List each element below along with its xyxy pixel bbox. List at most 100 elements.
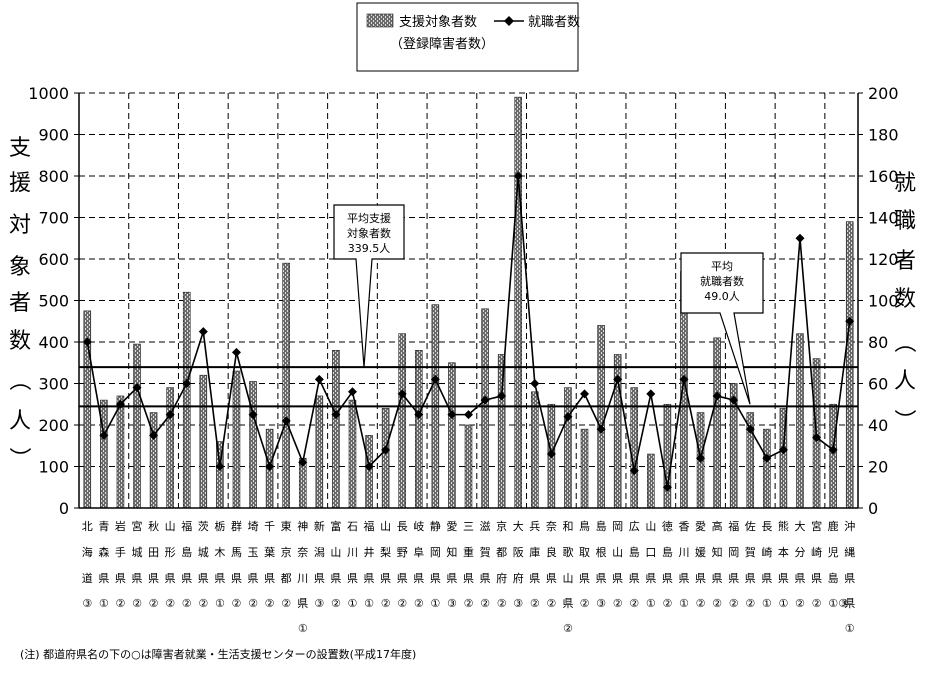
category-char-愛媛県: 媛 <box>695 545 706 559</box>
category-char-群馬県: ② <box>232 597 242 610</box>
category-char-富山県: ② <box>331 597 341 610</box>
category-char-茨城県: 城 <box>198 546 209 559</box>
category-char-静岡県: 静 <box>430 519 441 533</box>
category-char-京都府: ② <box>497 597 507 610</box>
category-char-香川県: ① <box>679 597 689 610</box>
category-char-福島県: 福 <box>181 519 192 533</box>
category-char-兵庫県: 兵 <box>529 520 540 533</box>
category-char-福岡県: 県 <box>728 572 739 585</box>
category-char-茨城県: ② <box>198 597 208 610</box>
category-char-鹿児島県: 児 <box>828 546 839 559</box>
category-char-広島県: 島 <box>629 545 640 559</box>
category-char-神奈川県: 川 <box>297 572 308 585</box>
category-char-京都府: 京 <box>496 519 507 533</box>
category-char-新潟県: ③ <box>314 597 324 610</box>
category-char-岐阜県: 岐 <box>413 520 424 533</box>
category-char-徳島県: 県 <box>662 572 673 585</box>
category-char-三重県: ② <box>464 597 474 610</box>
point-香川県 <box>679 374 689 384</box>
point-茨城県 <box>198 327 208 337</box>
legend-box <box>356 2 579 72</box>
category-char-山形県: ② <box>165 597 175 610</box>
point-広島県 <box>629 466 639 476</box>
axis-labels: 支援対象者数（人）就職者数（人） <box>6 136 916 469</box>
category-char-島根県: 島 <box>596 519 607 533</box>
category-char-鳥取県: 県 <box>579 572 590 585</box>
category-char-東京都: ② <box>281 597 291 610</box>
category-char-愛知県: 愛 <box>446 520 457 533</box>
point-奈良県 <box>546 449 556 459</box>
y2label-char: （ <box>891 331 916 353</box>
category-char-鹿児島県-extra: ③ <box>838 597 848 610</box>
category-char-島根県: 根 <box>596 545 607 559</box>
category-char-山梨県: 梨 <box>380 545 391 559</box>
category-char-宮崎県: ② <box>812 597 822 610</box>
tick-label-left: 1000 <box>28 84 69 103</box>
callout-support-line1: 平均支援 <box>347 211 391 225</box>
category-char-島根県: 県 <box>596 572 607 585</box>
category-char-岐阜県: ② <box>414 597 424 610</box>
ylabel-char: 者 <box>9 291 31 316</box>
category-char-徳島県: ② <box>662 597 672 610</box>
category-char-和歌山県: ② <box>563 622 573 635</box>
bar-滋賀県 <box>481 308 489 509</box>
point-群馬県 <box>231 347 241 357</box>
category-char-石川県: 川 <box>347 546 358 559</box>
bar-長崎県 <box>763 428 771 509</box>
point-佐賀県 <box>745 424 755 434</box>
category-char-福島県: 島 <box>181 545 192 559</box>
point-高知県 <box>712 391 722 401</box>
category-char-山形県: 形 <box>165 546 176 559</box>
category-char-長野県: 長 <box>397 520 408 533</box>
point-愛媛県 <box>696 453 706 463</box>
category-char-北海道: 海 <box>82 545 93 559</box>
category-char-群馬県: 群 <box>231 519 242 533</box>
category-char-滋賀県: 賀 <box>480 546 491 559</box>
tick-label-right: 140 <box>868 209 899 228</box>
bar-三重県 <box>464 424 473 509</box>
category-char-千葉県: 千 <box>264 520 275 533</box>
y2label-char: ） <box>891 409 916 431</box>
category-char-青森県: 県 <box>98 572 109 585</box>
tick-label-left: 400 <box>38 333 69 352</box>
category-char-東京都: 都 <box>281 572 292 585</box>
ylabel-char: ） <box>6 447 31 469</box>
tick-label-left: 100 <box>38 458 69 477</box>
bar-鳥取県 <box>580 428 589 509</box>
category-char-埼玉県: ② <box>248 597 258 610</box>
category-char-岩手県: 手 <box>115 545 126 559</box>
category-char-神奈川県: ① <box>298 622 308 635</box>
category-char-石川県: 県 <box>347 572 358 585</box>
category-char-岩手県: 県 <box>115 572 126 585</box>
average-lines <box>79 366 858 408</box>
bar-福島県 <box>182 291 191 509</box>
category-char-熊本県: 熊 <box>778 519 789 533</box>
category-char-沖縄県: 沖 <box>844 520 855 533</box>
legend-bar-swatch <box>366 13 394 28</box>
ylabel-char: 人 <box>9 409 31 434</box>
tick-label-right: 180 <box>868 126 899 145</box>
category-char-山形県: 山 <box>165 520 176 533</box>
category-char-福島県: ② <box>182 597 192 610</box>
ylabel-char: 数 <box>9 329 31 354</box>
category-char-三重県: 三 <box>463 520 474 533</box>
point-青森県 <box>99 430 109 440</box>
bar-岩手県 <box>116 395 125 509</box>
category-char-鹿児島県: ① <box>828 597 838 610</box>
point-福岡県 <box>729 395 739 405</box>
point-静岡県 <box>430 374 440 384</box>
category-char-宮崎県: 宮 <box>811 519 822 533</box>
category-char-熊本県: 県 <box>778 572 789 585</box>
category-char-富山県: 山 <box>330 546 341 559</box>
category-char-福島県: 県 <box>181 572 192 585</box>
category-char-香川県: 県 <box>678 572 689 585</box>
category-char-和歌山県: 山 <box>562 572 573 585</box>
category-char-兵庫県: ② <box>530 597 540 610</box>
point-栃木県 <box>215 462 225 471</box>
category-char-北海道: 道 <box>82 571 93 585</box>
point-石川県 <box>347 387 357 397</box>
category-char-山梨県: 県 <box>380 572 391 585</box>
category-char-鳥取県: ② <box>580 597 590 610</box>
callout-employment-line2: 就職者数 <box>700 274 744 288</box>
bar-高知県 <box>713 337 721 509</box>
